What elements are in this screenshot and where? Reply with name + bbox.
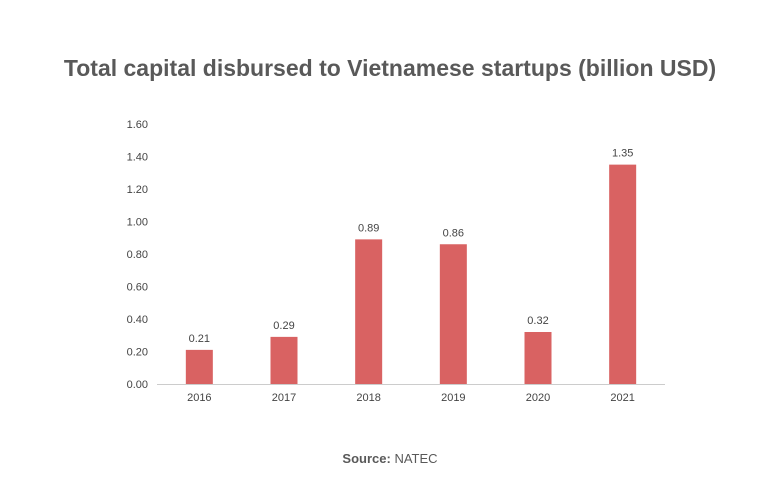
source-note: Source: NATEC	[0, 451, 780, 466]
y-tick-label: 0.00	[127, 379, 148, 391]
bar	[524, 332, 552, 384]
y-tick-label: 1.40	[127, 152, 148, 164]
y-tick-label: 1.60	[127, 119, 148, 131]
x-tick-label: 2016	[187, 392, 211, 404]
source-label: Source:	[342, 451, 391, 466]
data-label: 0.89	[358, 222, 379, 234]
x-tick-label: 2020	[526, 392, 550, 404]
bar	[355, 239, 383, 384]
data-label: 1.35	[612, 148, 633, 160]
bar	[185, 349, 213, 384]
data-label: 0.32	[527, 315, 548, 327]
y-tick-label: 0.60	[127, 282, 148, 294]
source-value: NATEC	[394, 451, 438, 466]
y-tick-label: 1.00	[127, 217, 148, 229]
data-label: 0.86	[443, 227, 464, 239]
chart-title: Total capital disbursed to Vietnamese st…	[63, 55, 717, 81]
y-tick-label: 0.80	[127, 249, 148, 261]
bar	[270, 336, 298, 384]
x-tick-label: 2018	[356, 392, 380, 404]
bar	[439, 244, 467, 384]
bar	[609, 164, 637, 384]
y-tick-label: 0.40	[127, 314, 148, 326]
x-tick-label: 2017	[272, 392, 296, 404]
x-tick-label: 2019	[441, 392, 465, 404]
data-label: 0.29	[273, 320, 294, 332]
data-label: 0.21	[189, 333, 210, 345]
x-tick-label: 2021	[610, 392, 634, 404]
y-tick-label: 1.20	[127, 184, 148, 196]
y-tick-label: 0.20	[127, 347, 148, 359]
